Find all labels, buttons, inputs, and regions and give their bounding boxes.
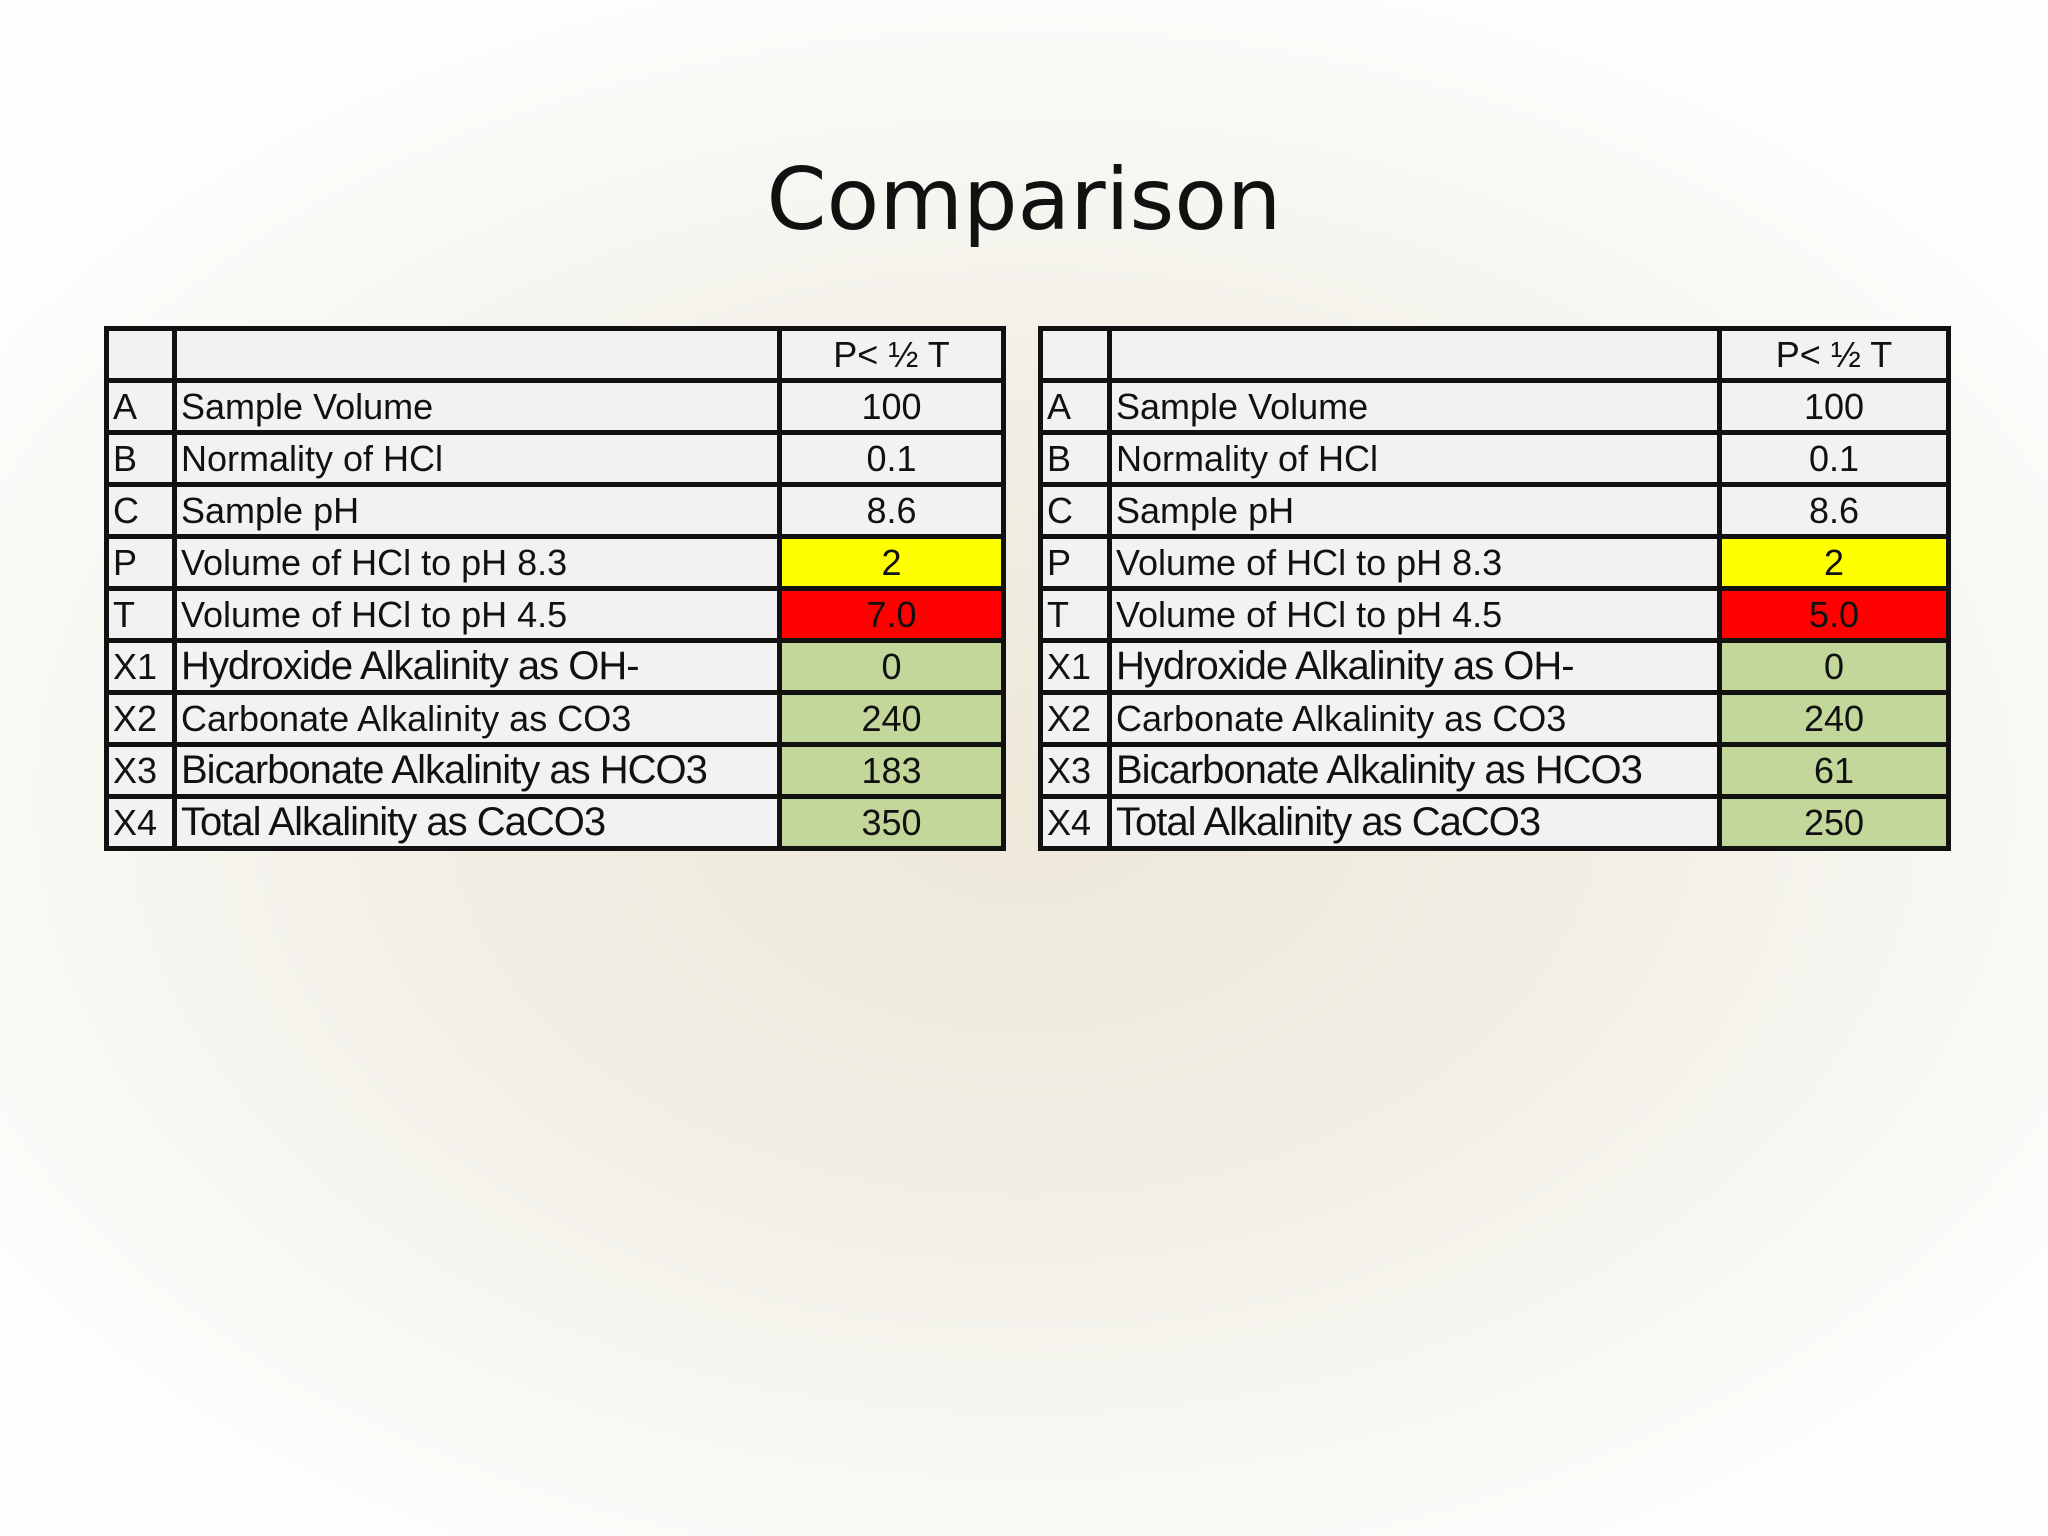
row-label: Carbonate Alkalinity as CO3 bbox=[1107, 690, 1722, 747]
row-value-highlight-t: 7.0 bbox=[777, 586, 1006, 643]
row-label: Volume of HCl to pH 4.5 bbox=[1107, 586, 1722, 643]
table-row: A Sample Volume 100 bbox=[104, 378, 1006, 435]
row-label: Normality of HCl bbox=[1107, 430, 1722, 487]
slide-title: Comparison bbox=[766, 150, 1282, 250]
table-row: X2 Carbonate Alkalinity as CO3 240 bbox=[1038, 690, 1951, 747]
row-label: Normality of HCl bbox=[172, 430, 782, 487]
row-label: Sample pH bbox=[172, 482, 782, 539]
table-row: C Sample pH 8.6 bbox=[1038, 482, 1951, 539]
row-letter: P bbox=[1038, 534, 1112, 591]
column-header: P< ½ T bbox=[1717, 326, 1951, 383]
row-letter: B bbox=[104, 430, 177, 487]
row-value-highlight-p: 2 bbox=[777, 534, 1006, 591]
row-label: Volume of HCl to pH 8.3 bbox=[1107, 534, 1722, 591]
row-letter: A bbox=[1038, 378, 1112, 435]
row-letter: X3 bbox=[104, 742, 177, 799]
row-value: 8.6 bbox=[1717, 482, 1951, 539]
table-row: X4 Total Alkalinity as CaCO3 350 bbox=[104, 794, 1006, 851]
table-row: C Sample pH 8.6 bbox=[104, 482, 1006, 539]
table-row: X1 Hydroxide Alkalinity as OH- 0 bbox=[104, 638, 1006, 695]
row-letter: T bbox=[104, 586, 177, 643]
header-blank-cell bbox=[1038, 326, 1112, 383]
table-row: P Volume of HCl to pH 8.3 2 bbox=[104, 534, 1006, 591]
row-value-result: 250 bbox=[1717, 794, 1951, 851]
row-value: 0.1 bbox=[777, 430, 1006, 487]
row-value: 100 bbox=[777, 378, 1006, 435]
table-row: X2 Carbonate Alkalinity as CO3 240 bbox=[104, 690, 1006, 747]
row-label: Volume of HCl to pH 4.5 bbox=[172, 586, 782, 643]
table-row: B Normality of HCl 0.1 bbox=[1038, 430, 1951, 487]
row-letter: T bbox=[1038, 586, 1112, 643]
column-header: P< ½ T bbox=[777, 326, 1006, 383]
row-label: Total Alkalinity as CaCO3 bbox=[1107, 794, 1722, 851]
row-value: 0.1 bbox=[1717, 430, 1951, 487]
row-label: Carbonate Alkalinity as CO3 bbox=[172, 690, 782, 747]
row-letter: X4 bbox=[104, 794, 177, 851]
table-row: T Volume of HCl to pH 4.5 7.0 bbox=[104, 586, 1006, 643]
row-letter: X2 bbox=[1038, 690, 1112, 747]
header-blank-cell bbox=[104, 326, 177, 383]
row-value: 100 bbox=[1717, 378, 1951, 435]
table-row: B Normality of HCl 0.1 bbox=[104, 430, 1006, 487]
table-row: X3 Bicarbonate Alkalinity as HCO3 61 bbox=[1038, 742, 1951, 799]
row-letter: X1 bbox=[1038, 638, 1112, 695]
table-row: T Volume of HCl to pH 4.5 5.0 bbox=[1038, 586, 1951, 643]
row-letter: X4 bbox=[1038, 794, 1112, 851]
comparison-table-left: P< ½ T A Sample Volume 100 B Normality o… bbox=[104, 326, 1006, 851]
header-blank-cell bbox=[172, 326, 782, 383]
row-label: Bicarbonate Alkalinity as HCO3 bbox=[1107, 742, 1722, 799]
row-label: Hydroxide Alkalinity as OH- bbox=[172, 638, 782, 695]
row-value-result: 0 bbox=[1717, 638, 1951, 695]
row-letter: B bbox=[1038, 430, 1112, 487]
row-value-highlight-p: 2 bbox=[1717, 534, 1951, 591]
row-letter: X1 bbox=[104, 638, 177, 695]
row-label: Hydroxide Alkalinity as OH- bbox=[1107, 638, 1722, 695]
table-row: A Sample Volume 100 bbox=[1038, 378, 1951, 435]
table-row: X3 Bicarbonate Alkalinity as HCO3 183 bbox=[104, 742, 1006, 799]
row-value: 8.6 bbox=[777, 482, 1006, 539]
row-value-highlight-t: 5.0 bbox=[1717, 586, 1951, 643]
row-value-result: 240 bbox=[777, 690, 1006, 747]
row-letter: X3 bbox=[1038, 742, 1112, 799]
row-letter: A bbox=[104, 378, 177, 435]
row-value-result: 0 bbox=[777, 638, 1006, 695]
row-label: Sample pH bbox=[1107, 482, 1722, 539]
row-letter: X2 bbox=[104, 690, 177, 747]
table-row: P Volume of HCl to pH 8.3 2 bbox=[1038, 534, 1951, 591]
table-header-row: P< ½ T bbox=[104, 326, 1006, 383]
row-value-result: 183 bbox=[777, 742, 1006, 799]
row-letter: C bbox=[104, 482, 177, 539]
table-header-row: P< ½ T bbox=[1038, 326, 1951, 383]
row-label: Sample Volume bbox=[1107, 378, 1722, 435]
header-blank-cell bbox=[1107, 326, 1722, 383]
row-value-result: 61 bbox=[1717, 742, 1951, 799]
comparison-table-right: P< ½ T A Sample Volume 100 B Normality o… bbox=[1038, 326, 1951, 851]
row-value-result: 350 bbox=[777, 794, 1006, 851]
row-label: Volume of HCl to pH 8.3 bbox=[172, 534, 782, 591]
row-label: Sample Volume bbox=[172, 378, 782, 435]
row-label: Total Alkalinity as CaCO3 bbox=[172, 794, 782, 851]
table-row: X4 Total Alkalinity as CaCO3 250 bbox=[1038, 794, 1951, 851]
row-letter: P bbox=[104, 534, 177, 591]
table-row: X1 Hydroxide Alkalinity as OH- 0 bbox=[1038, 638, 1951, 695]
row-label: Bicarbonate Alkalinity as HCO3 bbox=[172, 742, 782, 799]
row-letter: C bbox=[1038, 482, 1112, 539]
row-value-result: 240 bbox=[1717, 690, 1951, 747]
